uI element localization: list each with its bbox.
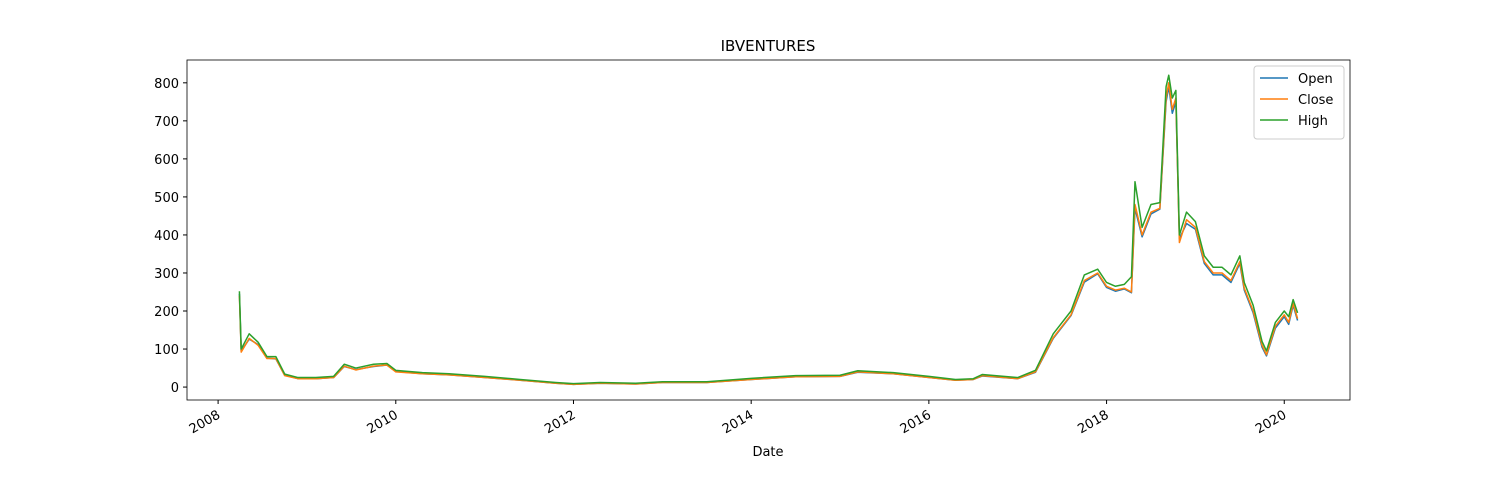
y-tick-label: 0 [171, 381, 179, 396]
chart-title: IBVENTURES [721, 37, 816, 55]
legend-label: Close [1298, 93, 1333, 108]
y-tick-label: 200 [154, 305, 179, 320]
y-tick-label: 400 [154, 229, 179, 244]
y-tick-label: 300 [154, 267, 179, 282]
y-tick-label: 800 [154, 77, 179, 92]
legend-label: Open [1298, 72, 1333, 87]
y-tick-label: 600 [154, 153, 179, 168]
y-tick-label: 100 [154, 343, 179, 358]
y-tick-label: 500 [154, 191, 179, 206]
y-tick-label: 700 [154, 115, 179, 130]
series-line [238, 74, 1299, 385]
series-line [238, 82, 1299, 386]
plot-frame [186, 59, 1351, 401]
x-axis-label: Date [752, 445, 783, 460]
legend-label: High [1298, 114, 1328, 129]
